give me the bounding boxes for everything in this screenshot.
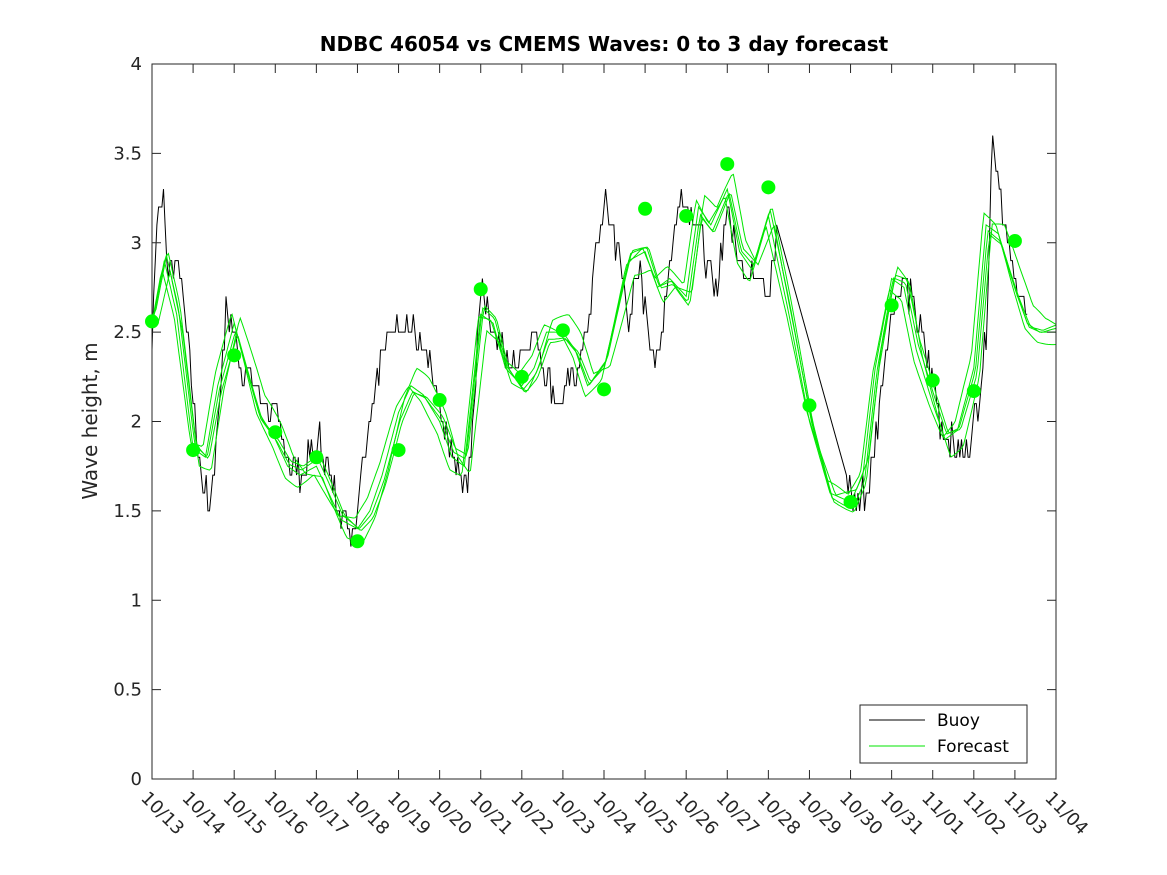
x-tick-label: 10/21 xyxy=(465,788,517,840)
x-tick-label: 10/25 xyxy=(630,788,682,840)
y-tick-label: 0.5 xyxy=(113,680,142,701)
forecast-point-12 xyxy=(597,382,611,397)
x-tick-label: 10/15 xyxy=(219,788,271,840)
x-tick-label: 10/19 xyxy=(383,788,435,840)
forecast-point-9 xyxy=(473,282,488,297)
y-tick-label: 3 xyxy=(131,233,142,254)
y-tick-label: 3.5 xyxy=(113,143,142,164)
x-tick-label: 10/27 xyxy=(712,788,764,840)
forecast-point-17 xyxy=(802,398,817,413)
forecast-point-5 xyxy=(309,450,324,465)
forecast-point-4 xyxy=(268,425,283,440)
x-tick-label: 11/04 xyxy=(1040,788,1092,840)
x-tick-label: 10/14 xyxy=(178,788,230,840)
forecast-point-7 xyxy=(391,443,406,458)
x-tick-label: 10/22 xyxy=(506,788,558,840)
forecast-point-1 xyxy=(145,314,159,329)
x-tick-label: 10/31 xyxy=(876,788,928,840)
forecast-point-10 xyxy=(514,369,529,384)
x-tick-label: 10/23 xyxy=(547,788,599,840)
y-tick-label: 2 xyxy=(131,412,142,433)
forecast-line-2 xyxy=(152,193,1056,531)
forecast-point-22 xyxy=(1007,233,1022,248)
y-tick-label: 1 xyxy=(131,590,142,611)
legend-forecast-label: Forecast xyxy=(937,737,1009,757)
y-tick-label: 2.5 xyxy=(113,322,142,343)
x-tick-label: 11/01 xyxy=(917,788,969,840)
forecast-point-15 xyxy=(720,157,735,172)
forecast-point-21 xyxy=(966,384,981,399)
x-tick-label: 10/17 xyxy=(301,788,353,840)
forecast-point-3 xyxy=(227,348,242,363)
y-axis-label: Wave height, m xyxy=(78,342,102,499)
x-tick-label: 10/29 xyxy=(794,788,846,840)
x-tick-label: 11/02 xyxy=(958,788,1010,840)
plot-area xyxy=(152,64,1056,779)
x-tick-label: 10/13 xyxy=(136,788,188,840)
forecast-point-2 xyxy=(186,443,201,458)
forecast-point-18 xyxy=(843,494,858,509)
forecast-point-19 xyxy=(884,298,899,313)
x-tick-label: 11/03 xyxy=(999,788,1051,840)
chart-title: NDBC 46054 vs CMEMS Waves: 0 to 3 day fo… xyxy=(320,32,889,56)
x-tick-label: 10/24 xyxy=(588,788,640,840)
forecast-point-11 xyxy=(555,323,570,338)
legend-box xyxy=(859,704,1028,764)
x-tick-label: 10/30 xyxy=(835,788,887,840)
forecast-point-6 xyxy=(350,534,365,549)
forecast-point-20 xyxy=(925,373,940,388)
y-tick-label: 0 xyxy=(131,769,142,790)
x-tick-label: 10/26 xyxy=(671,788,723,840)
forecast-point-14 xyxy=(679,208,694,223)
forecast-point-13 xyxy=(638,201,653,216)
buoy-line xyxy=(152,135,1028,547)
x-tick-label: 10/16 xyxy=(260,788,312,840)
forecast-line-5 xyxy=(152,192,1056,529)
forecast-point-8 xyxy=(432,393,447,408)
x-tick-label: 10/20 xyxy=(424,788,476,840)
legend-buoy-label: Buoy xyxy=(937,711,980,731)
x-tick-label: 10/28 xyxy=(753,788,805,840)
forecast-point-16 xyxy=(761,180,776,195)
y-tick-label: 1.5 xyxy=(113,501,142,522)
y-axis: 0 0.5 1 1.5 2 2.5 3 3.5 4 xyxy=(113,54,1056,790)
x-tick-label: 10/18 xyxy=(342,788,394,840)
legend: Buoy Forecast xyxy=(859,704,1028,764)
y-tick-label: 4 xyxy=(131,54,142,75)
